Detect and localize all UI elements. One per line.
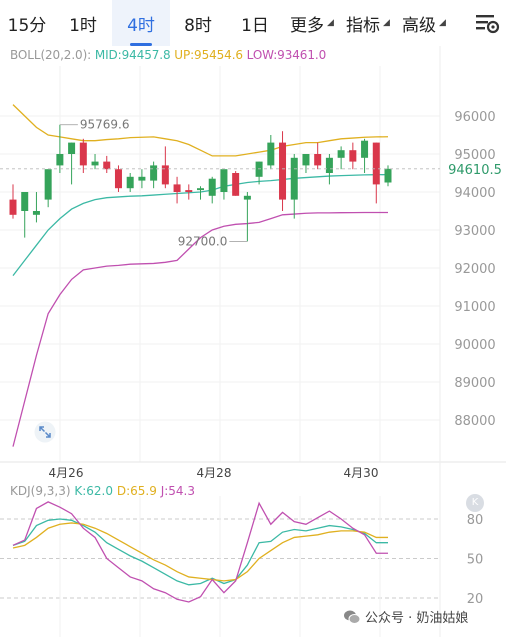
- high-price-label: 95769.6: [80, 118, 130, 132]
- tab-label: 4时: [127, 15, 155, 36]
- candle-body: [9, 199, 17, 215]
- kdj-tick-label: 20: [467, 592, 484, 607]
- kdj-tick-label: 50: [467, 553, 484, 568]
- candle-body: [372, 142, 380, 185]
- candle-body: [197, 188, 204, 191]
- candle-body: [91, 161, 99, 166]
- candle-body: [290, 157, 298, 200]
- candle-body: [337, 150, 345, 158]
- candle-body: [103, 161, 111, 170]
- price-tick-label: 91000: [454, 300, 495, 315]
- price-tick-label: 94000: [454, 186, 495, 201]
- timeframe-tabs: 15分 1时 4时 8时 1日 更多 ◢ 指标 ◢ 高级 ◢: [0, 0, 506, 46]
- candle-body: [302, 154, 310, 166]
- candle-body: [79, 142, 87, 166]
- caret-down-icon: ◢: [439, 18, 446, 28]
- kdj-tick-label: 80: [467, 513, 484, 528]
- tab-label: 指标: [346, 15, 381, 36]
- boll-low-line: [12, 211, 388, 447]
- tab-1h[interactable]: 1时: [54, 0, 112, 46]
- expand-icon[interactable]: [34, 421, 56, 443]
- candle-body: [44, 169, 52, 200]
- candle-body: [279, 142, 287, 200]
- candle-body: [325, 157, 333, 173]
- caret-down-icon: ◢: [383, 18, 390, 28]
- boll-mid: MID:94457.8: [94, 48, 171, 62]
- date-label: 4月30: [344, 466, 379, 480]
- kdj-legend: KDJ(9,3,3) K:62.0 D:65.9 J:54.3: [10, 484, 195, 498]
- kdj-k-line: [12, 518, 388, 586]
- tab-advanced[interactable]: 高级 ◢: [396, 0, 452, 46]
- tab-15min[interactable]: 15分: [0, 0, 54, 46]
- price-tick-label: 93000: [454, 224, 495, 239]
- tab-1d[interactable]: 1日: [226, 0, 284, 46]
- kdj-info-icon[interactable]: K: [466, 494, 484, 512]
- date-label: 4月28: [197, 466, 232, 480]
- boll-up: UP:95454.6: [174, 48, 243, 62]
- candle-body: [114, 169, 122, 189]
- candle-body: [32, 211, 40, 215]
- kdj-d: D:65.9: [116, 484, 157, 498]
- boll-legend: BOLL(20,2.0): MID:94457.8 UP:95454.6 LOW…: [10, 48, 326, 62]
- tab-label: 8时: [184, 15, 212, 36]
- wechat-icon: [344, 610, 361, 624]
- price-tick-label: 88000: [454, 414, 495, 429]
- candle-body: [349, 150, 357, 162]
- tab-label: 1时: [69, 15, 97, 36]
- tab-label: 1日: [241, 15, 269, 36]
- candle-body: [68, 142, 76, 154]
- candle-body: [208, 178, 216, 196]
- caret-down-icon: ◢: [327, 18, 334, 28]
- watermark-text: 公众号 · 奶油姑娘: [365, 611, 469, 626]
- price-tick-label: 92000: [454, 262, 495, 277]
- low-price-label: 92700.0: [178, 234, 228, 248]
- candle-body: [314, 154, 322, 166]
- boll-up-line: [12, 104, 389, 157]
- kdj-d-line: [12, 522, 388, 582]
- boll-name: BOLL(20,2.0):: [10, 48, 92, 62]
- candle-body: [361, 140, 369, 158]
- candle-body: [384, 168, 392, 183]
- price-tick-label: 96000: [454, 110, 495, 125]
- kdj-k: K:62.0: [74, 484, 114, 498]
- candle-body: [150, 165, 158, 181]
- candle-body: [126, 176, 134, 189]
- tab-label: 高级: [402, 15, 437, 36]
- candle-body: [267, 142, 275, 166]
- price-tick-label: 89000: [454, 376, 495, 391]
- candle-body: [243, 195, 251, 200]
- kdj-j-line: [12, 501, 388, 603]
- candle-body: [138, 176, 146, 181]
- candle-body: [220, 169, 228, 192]
- candle-body: [161, 165, 169, 185]
- candle-body: [173, 184, 181, 192]
- tab-more[interactable]: 更多 ◢: [284, 0, 340, 46]
- price-tick-label: 95000: [454, 148, 495, 163]
- tab-label: 更多: [290, 15, 325, 36]
- kdj-name: KDJ(9,3,3): [10, 484, 71, 498]
- boll-low: LOW:93461.0: [246, 48, 327, 62]
- candle-body: [232, 173, 240, 196]
- current-price-label: 94610.5: [448, 163, 502, 178]
- date-label: 4月26: [49, 466, 84, 480]
- price-tick-label: 90000: [454, 338, 495, 353]
- chart-settings-icon[interactable]: [474, 10, 500, 36]
- tab-indicators[interactable]: 指标 ◢: [340, 0, 396, 46]
- candle-body: [185, 190, 193, 192]
- candle-body: [56, 154, 64, 166]
- tab-label: 15分: [7, 15, 47, 36]
- kdj-j: J:54.3: [160, 484, 195, 498]
- watermark: 公众号 · 奶油姑娘: [343, 607, 468, 626]
- tab-8h[interactable]: 8时: [170, 0, 226, 46]
- tab-4h[interactable]: 4时: [112, 0, 170, 46]
- candle-body: [21, 192, 29, 211]
